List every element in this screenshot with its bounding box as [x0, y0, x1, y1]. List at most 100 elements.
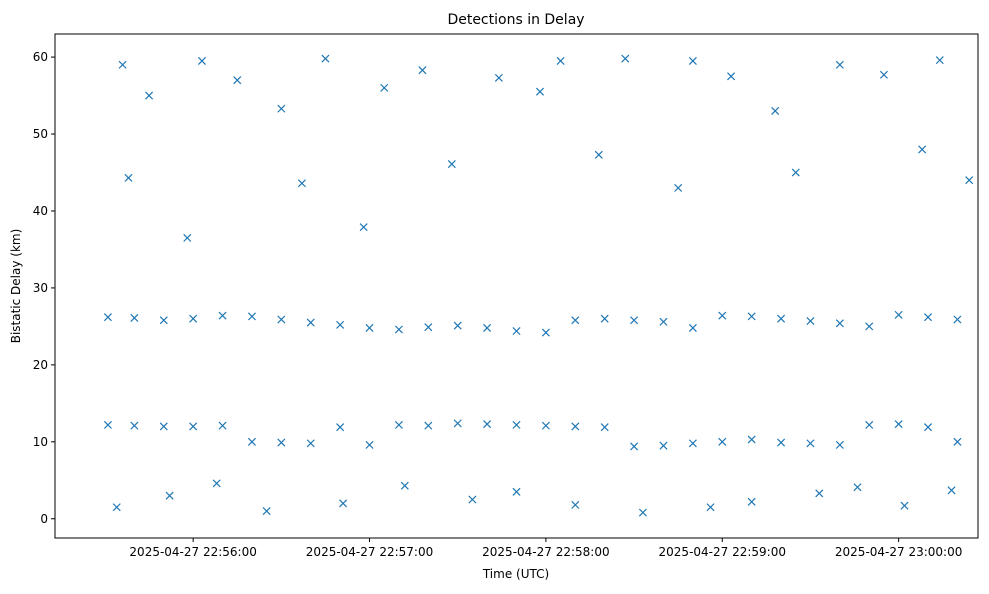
data-point-marker [571, 422, 580, 431]
data-point-marker [103, 420, 112, 429]
data-point-marker [747, 312, 756, 321]
y-tick-label: 30 [33, 281, 48, 295]
data-point-marker [879, 70, 888, 79]
data-point-marker [806, 439, 815, 448]
x-axis-label: Time (UTC) [482, 567, 549, 581]
data-point-marker [621, 54, 630, 63]
y-tick-label: 10 [33, 435, 48, 449]
data-point-marker [777, 438, 786, 447]
data-point-marker [336, 320, 345, 329]
data-point-marker [727, 72, 736, 81]
data-point-marker [777, 314, 786, 323]
data-point-marker [918, 145, 927, 154]
data-point-marker [447, 160, 456, 169]
data-point-marker [806, 316, 815, 326]
data-point-marker [630, 316, 639, 325]
data-point-marker [483, 323, 492, 332]
data-point-marker [112, 503, 121, 512]
x-tick-label: 2025-04-27 23:00:00 [835, 545, 962, 559]
data-point-marker [365, 323, 374, 332]
x-tick-label: 2025-04-27 22:58:00 [482, 545, 609, 559]
data-point-marker [118, 60, 127, 69]
data-point-marker [865, 420, 874, 429]
data-point-marker [159, 422, 168, 431]
y-tick-label: 20 [33, 358, 48, 372]
data-point-marker [835, 319, 844, 328]
data-point-marker [541, 421, 550, 430]
data-point-marker [512, 420, 521, 429]
chart-title: Detections in Delay [447, 12, 584, 28]
data-point-marker [247, 312, 256, 321]
data-point-marker [600, 423, 609, 432]
x-tick-label: 2025-04-27 22:56:00 [129, 545, 256, 559]
data-point-marker [297, 179, 306, 188]
data-point-marker [103, 313, 112, 322]
data-point-marker [306, 439, 315, 448]
y-tick-label: 40 [33, 204, 48, 218]
data-point-marker [365, 440, 374, 449]
data-point-marker [924, 423, 933, 432]
data-point-marker [277, 104, 286, 113]
data-point-marker [791, 168, 800, 177]
data-point-marker [688, 56, 697, 65]
data-point-marker [494, 73, 503, 82]
data-point-marker [247, 437, 256, 446]
data-point-marker [418, 66, 427, 75]
data-point-marker [394, 325, 403, 334]
y-axis-label: Bistatic Delay (km) [9, 229, 23, 344]
data-point-marker [189, 422, 198, 431]
data-point-marker [130, 421, 139, 430]
x-tick-label: 2025-04-27 22:59:00 [659, 545, 786, 559]
data-point-marker [130, 313, 139, 322]
data-point-marker [233, 76, 242, 85]
data-point-marker [706, 503, 715, 512]
data-point-marker [336, 423, 345, 432]
data-point-marker [594, 150, 603, 159]
x-tick-label: 2025-04-27 22:57:00 [306, 545, 433, 559]
data-point-marker [953, 315, 962, 324]
y-tick-label: 60 [33, 50, 48, 64]
data-point-marker [359, 223, 368, 232]
data-point-marker [853, 483, 862, 492]
data-point-marker [953, 437, 962, 446]
data-point-marker [894, 420, 903, 429]
data-point-marker [894, 310, 903, 319]
data-point-marker [321, 54, 330, 63]
data-point-marker [277, 438, 286, 447]
data-point-marker [468, 495, 477, 504]
data-point-marker [394, 420, 403, 429]
data-point-marker [165, 491, 174, 500]
x-axis-ticks: 2025-04-27 22:56:00 2025-04-27 22:57:00 20… [129, 538, 962, 559]
data-point-marker [924, 313, 933, 322]
data-point-marker [424, 421, 433, 430]
data-point-marker [512, 487, 521, 496]
data-point-marker [865, 322, 874, 331]
y-axis-ticks: 0 10 20 30 40 50 60 [33, 50, 55, 526]
data-point-marker [424, 323, 433, 332]
data-point-marker [659, 317, 668, 326]
data-point-marker [771, 106, 780, 115]
data-point-marker [556, 56, 565, 65]
data-point-marker [159, 316, 168, 325]
data-point-marker [262, 507, 271, 516]
data-point-marker [835, 60, 844, 69]
data-point-marker [189, 314, 198, 323]
data-point-marker [965, 176, 974, 185]
data-point-marker [935, 56, 944, 65]
data-point-marker [212, 479, 221, 488]
data-point-marker [718, 437, 727, 446]
data-point-marker [571, 316, 580, 325]
data-point-marker [815, 489, 824, 498]
data-point-marker [900, 501, 909, 510]
y-tick-label: 50 [33, 127, 48, 141]
data-point-marker [600, 314, 609, 323]
data-point-marker [688, 323, 697, 332]
data-point-marker [747, 435, 756, 444]
data-point-marker [277, 315, 286, 324]
data-point-marker [718, 311, 727, 320]
data-point-marker [747, 497, 756, 506]
data-point-marker [218, 311, 227, 320]
data-point-marker [339, 499, 348, 508]
